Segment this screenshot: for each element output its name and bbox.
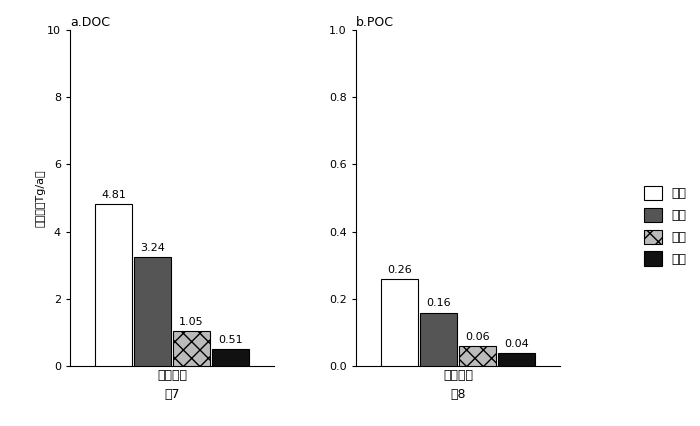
- Bar: [381, 279, 418, 366]
- X-axis label: 图7: 图7: [164, 388, 180, 401]
- Y-axis label: 输出量（Tg/a）: 输出量（Tg/a）: [36, 169, 46, 227]
- Bar: [95, 204, 132, 366]
- Bar: [212, 349, 249, 366]
- Text: 0.16: 0.16: [426, 299, 451, 308]
- Text: 4.81: 4.81: [101, 190, 126, 201]
- Text: 0.06: 0.06: [465, 332, 490, 342]
- X-axis label: 图8: 图8: [450, 388, 466, 401]
- Text: 3.24: 3.24: [140, 243, 165, 253]
- Bar: [498, 353, 535, 366]
- Text: b.POC: b.POC: [356, 16, 394, 29]
- Text: 0.26: 0.26: [387, 265, 412, 275]
- Text: 0.04: 0.04: [504, 339, 528, 349]
- Legend: 总计, 春季, 夏季, 冬季: 总计, 春季, 夏季, 冬季: [640, 182, 690, 270]
- Bar: [134, 257, 172, 366]
- Bar: [420, 313, 457, 366]
- Text: 0.51: 0.51: [218, 335, 243, 345]
- Bar: [173, 331, 210, 366]
- Bar: [458, 346, 496, 366]
- Text: 1.05: 1.05: [179, 317, 204, 327]
- Text: a.DOC: a.DOC: [70, 16, 110, 29]
